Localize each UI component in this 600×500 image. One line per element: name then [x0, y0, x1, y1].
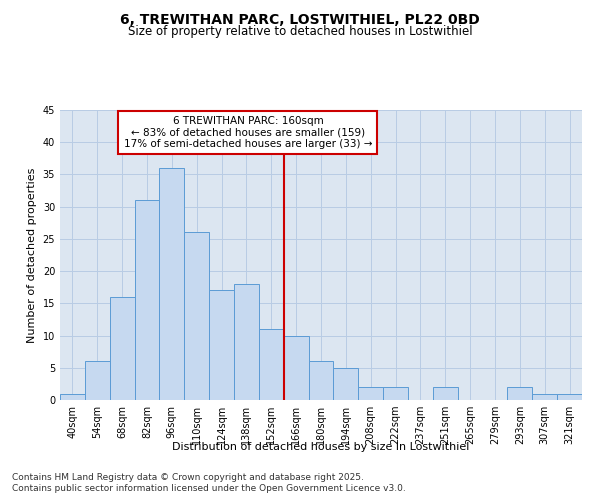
Text: 6 TREWITHAN PARC: 160sqm
← 83% of detached houses are smaller (159)
17% of semi-: 6 TREWITHAN PARC: 160sqm ← 83% of detach…	[124, 116, 372, 149]
Y-axis label: Number of detached properties: Number of detached properties	[27, 168, 37, 342]
Bar	[234, 284, 259, 400]
Text: Contains HM Land Registry data © Crown copyright and database right 2025.: Contains HM Land Registry data © Crown c…	[12, 472, 364, 482]
Bar	[209, 290, 234, 400]
Bar	[358, 387, 383, 400]
Bar	[184, 232, 209, 400]
Bar	[160, 168, 184, 400]
Text: Contains public sector information licensed under the Open Government Licence v3: Contains public sector information licen…	[12, 484, 406, 493]
Text: Distribution of detached houses by size in Lostwithiel: Distribution of detached houses by size …	[172, 442, 470, 452]
Bar	[85, 362, 110, 400]
Bar	[259, 329, 284, 400]
Bar	[383, 387, 408, 400]
Bar	[557, 394, 582, 400]
Bar	[508, 387, 532, 400]
Bar	[433, 387, 458, 400]
Bar	[110, 297, 134, 400]
Bar	[284, 336, 308, 400]
Text: 6, TREWITHAN PARC, LOSTWITHIEL, PL22 0BD: 6, TREWITHAN PARC, LOSTWITHIEL, PL22 0BD	[120, 12, 480, 26]
Bar	[532, 394, 557, 400]
Bar	[134, 200, 160, 400]
Bar	[308, 362, 334, 400]
Text: Size of property relative to detached houses in Lostwithiel: Size of property relative to detached ho…	[128, 25, 472, 38]
Bar	[334, 368, 358, 400]
Bar	[60, 394, 85, 400]
